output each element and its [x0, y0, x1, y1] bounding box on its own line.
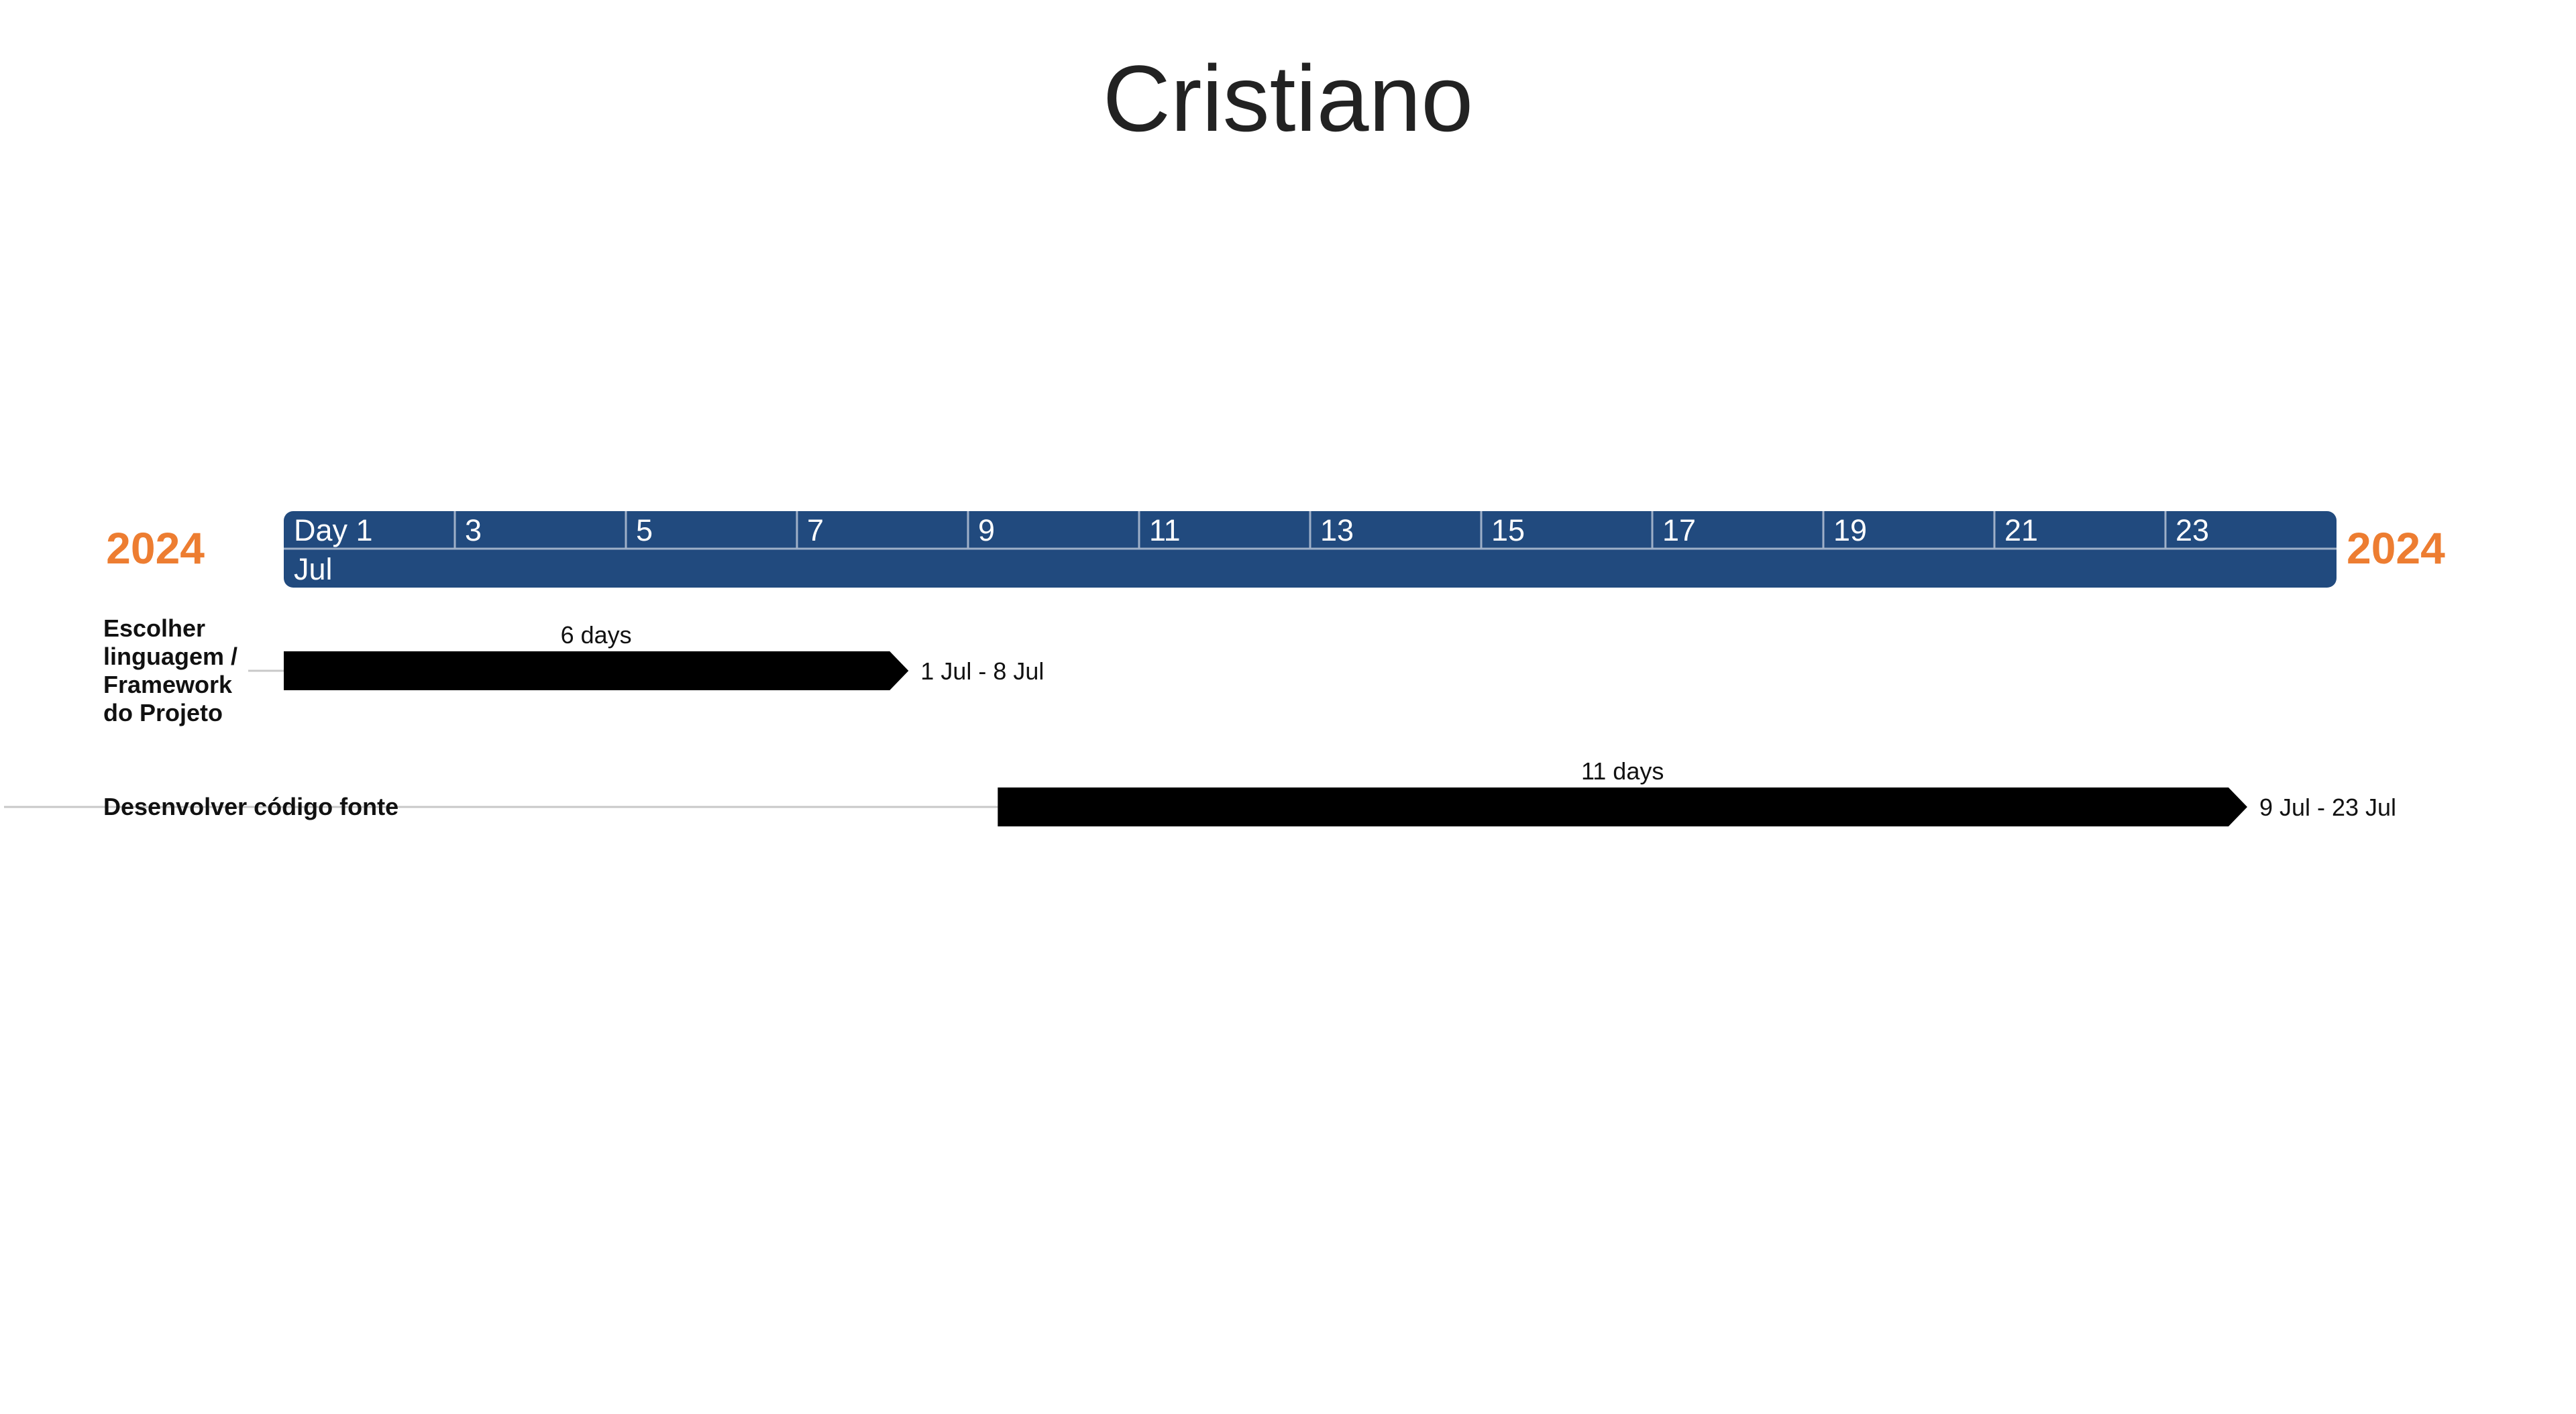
chart-title: Cristiano [1102, 46, 1474, 151]
timescale-tick-label: 5 [636, 513, 653, 547]
timescale-tick-label: 9 [978, 513, 995, 547]
task-duration-label: 6 days [561, 621, 632, 649]
task-date-range-label: 9 Jul - 23 Jul [2259, 794, 2396, 821]
task-date-range-label: 1 Jul - 8 Jul [920, 657, 1044, 685]
task-row: Desenvolver código fonte 11 days 9 Jul - 2… [4, 757, 2396, 826]
timescale-month-label: Jul [294, 552, 333, 586]
timescale-tick-label: Day 1 [294, 513, 373, 547]
timescale-tick-label: 13 [1320, 513, 1354, 547]
task-label: Escolher linguagem / Framework do Projeto [103, 614, 237, 726]
timescale-tick-label: 7 [807, 513, 824, 547]
timescale-tick-label: 15 [1491, 513, 1525, 547]
task-duration-label: 11 days [1581, 757, 1664, 785]
timescale-band: Day 1 3 5 7 9 11 13 15 17 19 21 23 Jul [284, 511, 2337, 588]
timescale-tick-label: 19 [1833, 513, 1867, 547]
timescale-tick-label: 21 [2004, 513, 2038, 547]
year-label-left: 2024 [106, 523, 205, 573]
timescale-tick-label: 11 [1149, 513, 1181, 547]
task-row: Escolher linguagem / Framework do Projeto 6 … [103, 614, 1044, 726]
task-bar [998, 787, 2247, 826]
year-label-right: 2024 [2347, 523, 2445, 573]
timescale-tick-label: 3 [465, 513, 482, 547]
task-label: Desenvolver código fonte [103, 793, 398, 820]
timescale-tick-label: 23 [2176, 513, 2209, 547]
timescale-tick-label: 17 [1662, 513, 1696, 547]
task-bar [284, 651, 909, 690]
task-rows: Escolher linguagem / Framework do Projeto 6 … [4, 614, 2396, 826]
